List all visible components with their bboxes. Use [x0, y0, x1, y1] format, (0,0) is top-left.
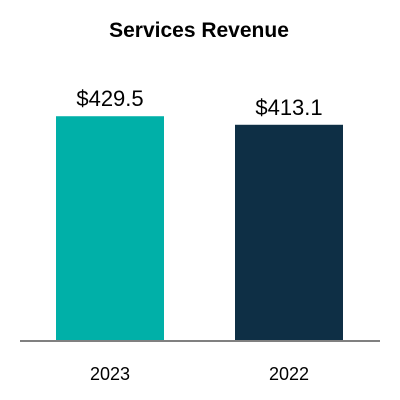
bar-2023 — [56, 116, 164, 340]
chart-title: Services Revenue — [109, 19, 289, 42]
bar-2022 — [235, 124, 343, 340]
x-tick-label-2023: 2023 — [90, 364, 130, 384]
x-tick-label-2022: 2022 — [269, 364, 309, 384]
data-label-2023: $429.5 — [76, 86, 143, 111]
bars-group: $429.5 2023 $413.1 2022 — [56, 86, 343, 384]
data-label-2022: $413.1 — [255, 95, 322, 120]
